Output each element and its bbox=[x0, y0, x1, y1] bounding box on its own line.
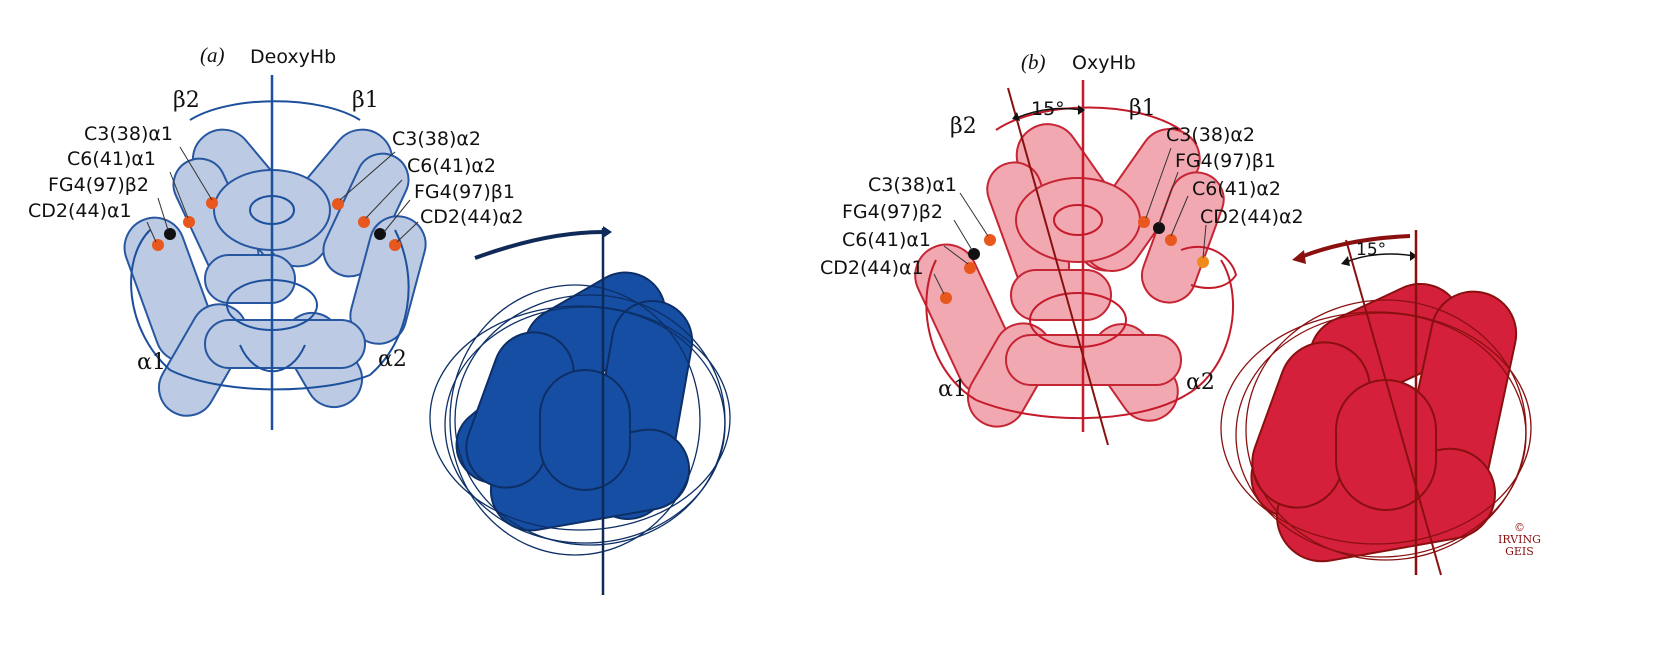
contact-label: CD2(44)α2 bbox=[420, 206, 524, 228]
chain-alpha1: α1 bbox=[137, 350, 166, 375]
contact-label: CD2(44)α1 bbox=[820, 257, 924, 279]
oxyhb-projection bbox=[1220, 230, 1532, 576]
contact-label: C3(38)α2 bbox=[1166, 124, 1255, 146]
chain-beta1: β1 bbox=[1129, 96, 1156, 121]
chain-alpha1: α1 bbox=[938, 377, 967, 402]
oxyhb-leaders bbox=[933, 147, 1207, 295]
chain-alpha2: α2 bbox=[1186, 370, 1215, 395]
oxyhb-diagram bbox=[914, 80, 1532, 576]
angle-arc bbox=[1015, 107, 1083, 119]
contact-label: C3(38)α1 bbox=[84, 123, 173, 145]
deoxyhb-diagram bbox=[123, 75, 731, 595]
panel-title: DeoxyHb bbox=[250, 46, 337, 68]
chain-beta1: β1 bbox=[352, 88, 379, 113]
signature-line: IRVING bbox=[1498, 533, 1541, 547]
contact-label: FG4(97)β1 bbox=[1175, 150, 1276, 172]
oxyhb-contact-points bbox=[940, 216, 1209, 304]
deoxyhb-contact-points bbox=[152, 197, 401, 251]
contact-label: C3(38)α2 bbox=[392, 128, 481, 150]
deoxyhb-helices bbox=[123, 128, 427, 417]
contact-label: CD2(44)α1 bbox=[28, 200, 132, 222]
deoxyhb-projection bbox=[429, 226, 731, 595]
panel-label: (a) bbox=[200, 43, 225, 67]
contact-label: FG4(97)β1 bbox=[414, 181, 515, 203]
deoxyhb-leaders bbox=[146, 146, 419, 243]
contact-label: C6(41)α2 bbox=[1192, 178, 1281, 200]
panel-oxyhb: (b) OxyHb 15° β2 β1 α1 α2 C3(38)α1 FG4(9… bbox=[820, 0, 1653, 672]
oxyhb-helices bbox=[914, 123, 1225, 428]
chain-beta2: β2 bbox=[173, 88, 200, 113]
contact-label: CD2(44)α2 bbox=[1200, 206, 1304, 228]
panel-deoxyhb: (a) DeoxyHb β2 β1 α1 α2 C3(38)α1 C6(41)α… bbox=[0, 0, 826, 672]
angle-label: 15° bbox=[1031, 98, 1065, 120]
copyright-mark: © bbox=[1513, 521, 1525, 534]
artist-signature: © IRVING GEIS bbox=[1498, 521, 1541, 559]
chain-alpha2: α2 bbox=[378, 347, 407, 372]
oxyhb-tilted-axis bbox=[1007, 87, 1109, 446]
chain-beta2: β2 bbox=[950, 114, 977, 139]
contact-label: C6(41)α1 bbox=[67, 148, 156, 170]
contact-label: C6(41)α1 bbox=[842, 229, 931, 251]
oxyhb-loops bbox=[925, 106, 1238, 420]
panel-title: OxyHb bbox=[1072, 52, 1136, 74]
contact-label: C6(41)α2 bbox=[407, 155, 496, 177]
signature-line: GEIS bbox=[1505, 545, 1534, 559]
angle-label-projection: 15° bbox=[1356, 240, 1387, 260]
contact-label: FG4(97)β2 bbox=[48, 174, 149, 196]
panel-label: (b) bbox=[1021, 50, 1046, 74]
contact-label: FG4(97)β2 bbox=[842, 201, 943, 223]
contact-label: C3(38)α1 bbox=[868, 174, 957, 196]
